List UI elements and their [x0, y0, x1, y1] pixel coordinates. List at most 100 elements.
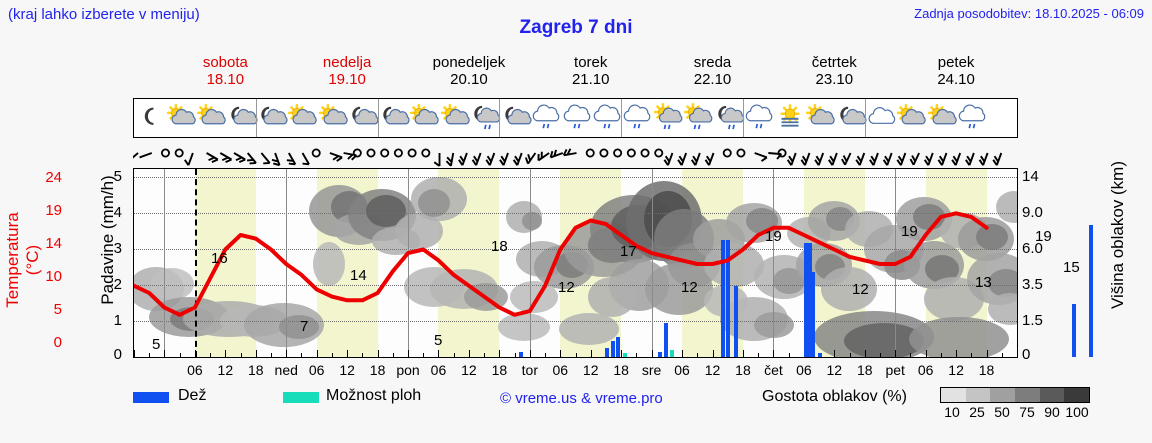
rain-bar: [611, 340, 615, 357]
moon-cloud-icon: [377, 103, 410, 133]
cloud-density-tick-50: 50: [994, 404, 1010, 420]
x-tick-18-6: 18: [369, 362, 386, 378]
x-minor-tick: [225, 350, 227, 357]
x-tick-čet-19: čet: [764, 362, 783, 378]
day-date: 20.10: [450, 71, 488, 88]
cloud-density-swatch-75: [1015, 388, 1040, 402]
temp-value-label: 12: [681, 279, 698, 296]
cloud-density-legend-title: Gostota oblakov (%): [762, 388, 907, 405]
x-minor-tick: [499, 350, 501, 357]
x-minor-tick: [925, 350, 927, 357]
x-minor-tick: [377, 350, 379, 357]
temperature-axis-title: Temperatura (°C): [3, 212, 42, 308]
x-minor-tick: [697, 353, 699, 357]
cloud-density-tick-100: 100: [1065, 404, 1089, 420]
temperature-curve: [134, 211, 989, 317]
cloud-icon: [864, 103, 896, 133]
x-minor-tick: [682, 350, 684, 357]
x-minor-tick: [910, 353, 912, 357]
x-minor-tick: [788, 353, 790, 357]
moon-cloud-icon: [225, 103, 258, 133]
sun-cloud-icon: [925, 103, 957, 133]
icon-band-separator: [621, 99, 623, 137]
x-tick-18-10: 18: [491, 362, 508, 378]
forecast-plot: [133, 168, 1093, 358]
page-title: Zagreb 7 dni: [519, 17, 633, 38]
horizontal-gridline: [134, 213, 1017, 214]
sun-cloud-icon: [438, 103, 470, 133]
day-name: sreda: [693, 54, 732, 71]
showers-bar: [670, 349, 674, 357]
day-separator: [529, 169, 531, 357]
temp-value-label: 15: [1063, 259, 1080, 276]
x-minor-tick: [347, 350, 349, 357]
day-date: 22.10: [693, 71, 732, 88]
cloud-rain-icon: [560, 103, 590, 133]
day-separator: [408, 169, 410, 357]
cloud-density-swatch-50: [990, 388, 1016, 402]
x-tick-06-24: 06: [917, 362, 934, 378]
day-header-sobota: sobota 18.10: [155, 54, 295, 88]
icon-band-separator: [864, 99, 866, 137]
x-minor-tick: [545, 353, 547, 357]
temp-value-label: 7: [300, 318, 309, 335]
x-minor-tick: [408, 350, 410, 357]
temp-value-label: 19: [901, 223, 918, 240]
day-header-četrtek: četrtek 23.10: [764, 54, 904, 88]
x-minor-tick: [529, 350, 531, 357]
temp-tick-14: 14: [45, 235, 62, 252]
cloud-rain-icon: [590, 103, 621, 133]
rain-bar: [808, 243, 812, 357]
x-minor-tick: [484, 353, 486, 357]
temp-value-label: 5: [152, 336, 161, 353]
temp-value-label: 17: [620, 243, 637, 260]
sun-fog-icon: [773, 103, 803, 133]
x-minor-tick: [895, 350, 897, 357]
showers-legend-swatch: [283, 392, 319, 403]
cloud-density-swatch-25: [965, 388, 991, 402]
cloud-density-tick-25: 25: [969, 404, 985, 420]
icon-band-separator: [742, 99, 744, 137]
icon-band-separator: [377, 99, 379, 137]
x-minor-tick: [301, 353, 303, 357]
x-minor-tick: [453, 353, 455, 357]
x-tick-12-5: 12: [339, 362, 355, 378]
precip-tick-1: 1: [113, 312, 122, 329]
horizontal-gridline: [134, 177, 1017, 178]
day-name: ponedeljek: [432, 54, 506, 71]
day-name: nedelja: [322, 54, 372, 71]
cloud-density-swatch-90: [1039, 388, 1065, 402]
rain-bar: [811, 271, 815, 357]
sun-cloud-icon: [194, 103, 226, 133]
x-tick-06-4: 06: [308, 362, 325, 378]
temp-value-label: 13: [975, 274, 992, 291]
x-minor-tick: [758, 353, 760, 357]
x-tick-06-12: 06: [552, 362, 569, 378]
showers-bar: [623, 353, 627, 357]
cloud-rain-icon: [955, 103, 986, 133]
x-minor-tick: [956, 350, 958, 357]
day-header-ponedeljek: ponedeljek 20.10: [399, 54, 539, 88]
copyright-text[interactable]: © vreme.us & vreme.pro: [500, 390, 663, 407]
temp-value-label: 12: [852, 281, 869, 298]
day-header-sreda: sreda 22.10: [643, 54, 783, 88]
rain-bar: [804, 243, 808, 357]
temp-value-label: 19: [1035, 228, 1052, 245]
precip-tick-3: 3: [113, 240, 122, 257]
x-tick-pon-7: pon: [396, 362, 420, 378]
x-minor-tick: [514, 353, 516, 357]
day-date: 19.10: [328, 71, 366, 88]
x-tick-12-13: 12: [582, 362, 599, 378]
cloud-height-axis-title: Višina oblakov (km): [1108, 160, 1127, 310]
temp-tick-10: 10: [45, 268, 62, 285]
current-time-line: [194, 169, 197, 357]
x-tick-12-25: 12: [948, 362, 964, 378]
last-update-text: Zadnja posodobitev: 18.10.2025 - 06:09: [914, 6, 1144, 21]
day-name: petek: [937, 54, 975, 71]
x-minor-tick: [636, 353, 638, 357]
precip-tick-5: 5: [113, 168, 122, 185]
sun-cloud-icon: [285, 103, 318, 133]
cloud-tick-14: 14: [1022, 168, 1039, 185]
rain-bar: [818, 352, 822, 357]
